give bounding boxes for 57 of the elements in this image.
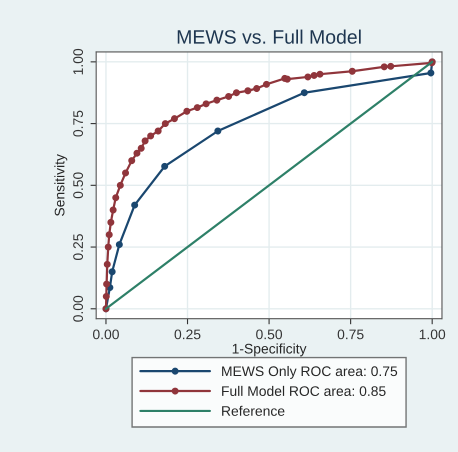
point	[171, 115, 178, 122]
point	[104, 260, 111, 268]
point	[304, 73, 312, 80]
point	[138, 144, 145, 152]
point	[131, 202, 138, 209]
point	[162, 120, 169, 128]
point	[128, 157, 136, 164]
point	[253, 85, 260, 92]
legend-label: Full Model ROC area: 0.85	[222, 386, 386, 396]
point	[122, 170, 130, 176]
point	[232, 89, 240, 96]
point	[116, 241, 123, 248]
point	[194, 104, 201, 112]
point	[300, 89, 308, 96]
point	[116, 182, 124, 189]
legend-label: Reference	[222, 406, 284, 416]
y-axis-title: Sensitivity	[54, 154, 68, 216]
x-axis-title: 1-Specificity	[232, 343, 306, 356]
point	[380, 63, 388, 70]
point	[106, 231, 113, 238]
point	[284, 76, 291, 83]
point	[262, 80, 270, 88]
point	[161, 162, 168, 170]
point	[202, 100, 210, 108]
point	[348, 68, 356, 75]
x-tick-label: 0.50	[256, 329, 282, 340]
x-tick-label: 0.00	[92, 329, 119, 340]
point	[387, 62, 394, 70]
chart-title: MEWS vs. Full Model	[178, 30, 361, 44]
point	[147, 132, 154, 140]
x-tick-label: 1.00	[420, 329, 446, 340]
point	[133, 150, 140, 157]
point	[225, 92, 232, 100]
legend-label: MEWS Only ROC area: 0.75	[222, 366, 398, 379]
y-tick-label: 0.00	[73, 296, 84, 322]
y-tick-label: 0.50	[73, 172, 84, 198]
point	[214, 128, 222, 134]
point	[102, 292, 110, 300]
y-tick-label: 1.00	[73, 48, 84, 74]
point	[108, 268, 116, 276]
y-tick-label: 0.25	[73, 234, 84, 260]
point	[110, 206, 117, 214]
point	[107, 218, 114, 226]
point	[316, 70, 324, 78]
point	[142, 137, 149, 144]
x-tick-label: 0.75	[338, 329, 364, 340]
point	[103, 280, 110, 288]
point	[427, 69, 434, 76]
point	[310, 72, 318, 79]
point	[154, 128, 162, 134]
point	[183, 108, 190, 115]
point	[112, 194, 120, 202]
point	[104, 244, 112, 251]
point	[213, 96, 220, 104]
point	[244, 87, 252, 94]
y-tick-label: 0.75	[73, 110, 84, 137]
x-tick-label: 0.25	[174, 329, 200, 340]
